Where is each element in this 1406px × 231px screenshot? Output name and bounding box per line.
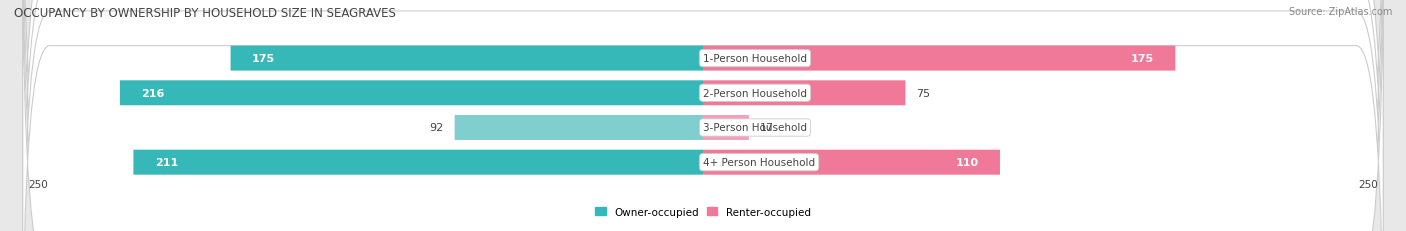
FancyBboxPatch shape (120, 81, 703, 106)
FancyBboxPatch shape (703, 81, 905, 106)
FancyBboxPatch shape (703, 150, 1000, 175)
Text: 250: 250 (1358, 179, 1378, 189)
Text: 3-Person Household: 3-Person Household (703, 123, 807, 133)
FancyBboxPatch shape (22, 0, 1384, 231)
FancyBboxPatch shape (22, 0, 1384, 231)
Text: 75: 75 (917, 88, 931, 98)
Text: 2-Person Household: 2-Person Household (703, 88, 807, 98)
Text: 17: 17 (759, 123, 773, 133)
Text: 1-Person Household: 1-Person Household (703, 54, 807, 64)
FancyBboxPatch shape (703, 46, 1175, 71)
FancyBboxPatch shape (231, 46, 703, 71)
Text: 92: 92 (430, 123, 444, 133)
Text: 110: 110 (955, 158, 979, 167)
Text: 175: 175 (1130, 54, 1154, 64)
Text: 211: 211 (155, 158, 179, 167)
FancyBboxPatch shape (22, 0, 1384, 231)
Text: 216: 216 (142, 88, 165, 98)
Text: 250: 250 (28, 179, 48, 189)
FancyBboxPatch shape (134, 150, 703, 175)
Text: OCCUPANCY BY OWNERSHIP BY HOUSEHOLD SIZE IN SEAGRAVES: OCCUPANCY BY OWNERSHIP BY HOUSEHOLD SIZE… (14, 7, 396, 20)
Text: Source: ZipAtlas.com: Source: ZipAtlas.com (1288, 7, 1392, 17)
FancyBboxPatch shape (703, 116, 749, 140)
Text: 175: 175 (252, 54, 276, 64)
FancyBboxPatch shape (22, 0, 1384, 231)
Legend: Owner-occupied, Renter-occupied: Owner-occupied, Renter-occupied (595, 207, 811, 217)
FancyBboxPatch shape (454, 116, 703, 140)
Text: 4+ Person Household: 4+ Person Household (703, 158, 815, 167)
